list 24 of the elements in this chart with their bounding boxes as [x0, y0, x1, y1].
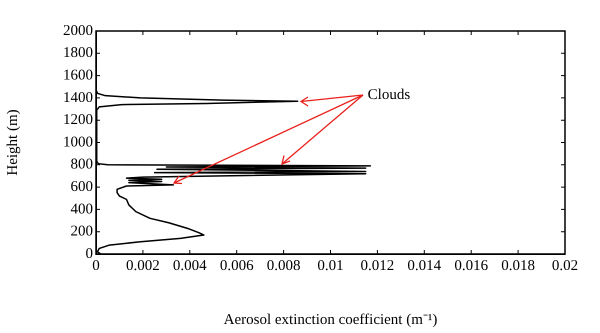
y-tick-label: 600 [70, 179, 93, 196]
x-tick-label: 0.016 [454, 258, 489, 274]
y-tick-label: 1800 [63, 45, 93, 62]
y-axis-title: Height (m) [4, 109, 21, 176]
x-axis-title: Aerosol extinction coefficient (m⁻¹) [224, 312, 438, 328]
x-tick-label: 0.006 [220, 258, 254, 274]
y-tick-label: 2000 [63, 22, 93, 39]
y-tick-label: 200 [70, 224, 93, 240]
x-tick-label: 0.002 [126, 258, 160, 274]
y-tick-label: 0 [86, 246, 93, 262]
x-tick-label: 0.004 [172, 258, 208, 274]
x-tick-label: 0.02 [552, 258, 578, 274]
x-tick-label: 0.014 [407, 258, 442, 274]
y-tick-label: 1600 [63, 68, 93, 84]
y-tick-label: 1000 [63, 134, 93, 150]
x-tick-label: 0.01 [317, 258, 344, 274]
annotation: Clouds [368, 87, 410, 104]
y-tick-label: 1200 [63, 112, 93, 128]
y-tick-label: 800 [70, 156, 93, 173]
y-tick-label: 1400 [63, 90, 93, 106]
x-tick-label: 0.012 [360, 258, 394, 274]
x-tick-label: 0.008 [266, 258, 300, 274]
y-tick-label: 400 [70, 201, 93, 218]
x-tick-label: 0.018 [501, 258, 535, 274]
